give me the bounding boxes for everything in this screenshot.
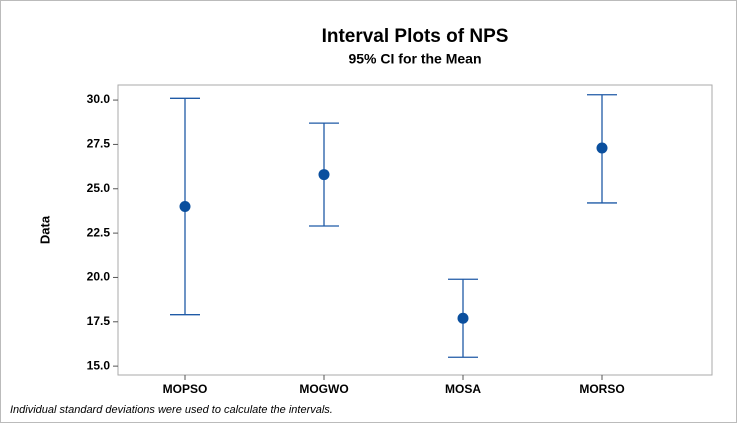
chart-title: Interval Plots of NPS — [322, 26, 509, 47]
y-tick-label: 30.0 — [87, 92, 111, 106]
y-tick-label: 15.0 — [87, 358, 111, 372]
mean-point — [179, 200, 191, 212]
plot-area — [117, 84, 713, 376]
x-tick-label: MOPSO — [163, 382, 208, 396]
y-tick-label: 17.5 — [87, 314, 111, 328]
y-tick-label: 25.0 — [87, 181, 111, 195]
footnote: Individual standard deviations were used… — [10, 404, 333, 416]
y-tick-label: 20.0 — [87, 270, 111, 284]
y-tick-label: 27.5 — [87, 137, 111, 151]
mean-point — [318, 169, 330, 181]
y-tick-label: 22.5 — [87, 225, 111, 239]
mean-point — [457, 312, 469, 324]
y-axis-label: Data — [37, 215, 52, 244]
x-tick-label: MOGWO — [299, 382, 348, 396]
mean-point — [596, 142, 608, 154]
x-tick-label: MORSO — [579, 382, 624, 396]
chart-subtitle: 95% CI for the Mean — [348, 51, 481, 67]
x-tick-label: MOSA — [445, 382, 481, 396]
